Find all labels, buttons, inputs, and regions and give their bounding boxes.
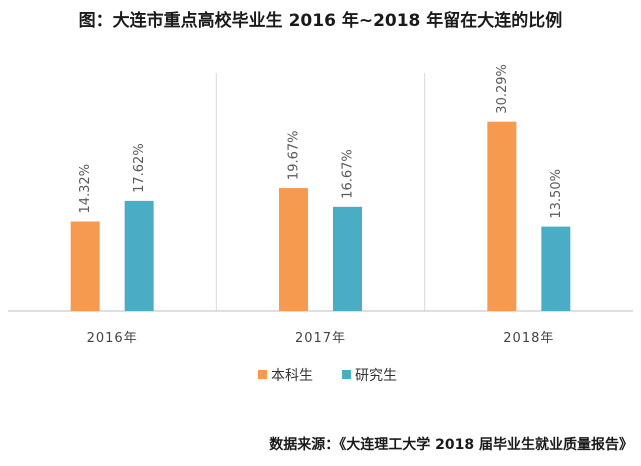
bar-postgrad-0	[124, 200, 154, 311]
bar-undergrad-2	[487, 121, 517, 311]
data-label: 19.67%	[287, 130, 302, 180]
chart-title: 图：大连市重点高校毕业生 2016 年~2018 年留在大连的比例	[78, 11, 563, 31]
data-label: 14.32%	[78, 164, 93, 214]
x-tick-label: 2017年	[295, 331, 346, 346]
data-source-note: 数据来源：《大连理工大学 2018 届毕业生就业质量报告》	[269, 437, 633, 453]
bar-undergrad-1	[279, 188, 308, 311]
bar-undergrad-0	[70, 221, 100, 311]
bar-postgrad-1	[333, 206, 362, 311]
legend-label-1: 研究生	[355, 368, 397, 384]
x-tick-label: 2016年	[87, 331, 138, 346]
data-label: 17.62%	[132, 143, 147, 193]
legend-swatch-0	[258, 370, 267, 379]
data-label: 30.29%	[495, 64, 510, 114]
legend-label-0: 本科生	[271, 368, 313, 384]
x-tick-label: 2018年	[503, 331, 554, 346]
data-label: 13.50%	[549, 169, 564, 219]
bar-postgrad-2	[541, 226, 571, 311]
data-label: 16.67%	[341, 149, 356, 199]
legend-swatch-1	[342, 370, 351, 379]
